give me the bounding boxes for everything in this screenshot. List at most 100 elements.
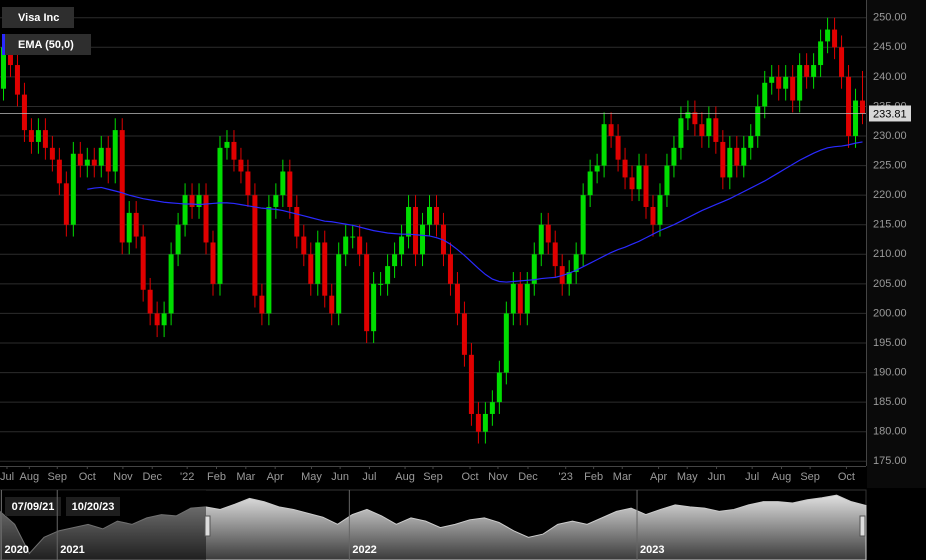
candle-body [385,266,391,284]
last-price-box [869,105,911,122]
candle-body [517,283,523,314]
y-tick-label: 180.00 [873,426,907,438]
candle-body [587,171,593,196]
candle-body [245,171,251,196]
candle-body [140,236,146,290]
candle-body [357,236,363,255]
legend-entry: EMA (50,0) [18,39,74,51]
legend-swatch [2,34,5,55]
candle-body [797,65,803,101]
x-tick-label: Jul [362,471,376,483]
x-tick-label: Aug [20,471,40,483]
navigator-handle[interactable] [204,515,211,537]
candle-body [552,242,558,267]
candle-body [252,195,258,296]
candle-body [489,402,495,414]
candle-body [853,100,859,137]
y-tick-label: 250.00 [873,12,907,24]
candle-body [615,136,621,160]
candle-body [699,124,705,137]
candle-body [741,147,747,166]
navigator-handle[interactable] [859,515,866,537]
candle-body [650,206,656,225]
navigator-overlay: 07/09/21 10/20/23 2020 2021 2022 2023 [0,490,665,560]
x-tick-label: Nov [488,471,508,483]
y-tick-label: 245.00 [873,41,907,53]
candle-body [762,82,768,107]
legend-entry: Visa Inc [18,12,59,24]
x-tick-label: '23 [559,471,573,483]
candle-body [231,141,237,160]
y-tick-label: 185.00 [873,396,907,408]
candle-body [364,254,370,332]
x-tick-label: Jul [745,471,759,483]
candle-body [84,159,90,166]
candle-body [98,147,104,166]
candle-body [671,147,677,166]
candle-body [49,147,55,160]
candle-body [189,195,195,207]
candle-body [21,94,27,131]
y-tick-label: 210.00 [873,248,907,260]
candle-body [406,206,412,237]
x-tick-label: Sep [47,471,67,483]
candle-body [203,195,209,243]
candle-body [350,236,356,238]
price-axis-panel [867,0,926,488]
x-tick-label: Jun [331,471,349,483]
candle-body [468,354,474,414]
last-price-label: 233.81 [873,108,907,120]
candle-body [0,47,6,89]
candle-body [224,141,230,148]
x-tick-label: Oct [461,471,478,483]
y-tick-label: 200.00 [873,307,907,319]
candle-body [35,130,41,142]
x-tick-label: Oct [79,471,96,483]
range-start-label: 07/09/21 [12,501,55,513]
candle-body [510,283,516,314]
candle-body [860,100,866,114]
range-label-box [66,497,120,516]
candle-body [433,206,439,225]
x-tick-label: Nov [113,471,133,483]
candle-body [315,242,321,284]
candle-body [825,29,831,42]
navigator[interactable] [0,489,867,560]
candle-body [580,195,586,255]
candle-body [287,171,293,207]
candle-body [119,130,125,243]
candle-body [685,112,691,119]
candle-body [42,130,48,148]
x-tick-label: May [677,471,698,483]
x-tick-label: Apr [650,471,667,483]
range-label-box [5,497,61,516]
candle-body [182,195,188,225]
candle-body [28,130,34,142]
candle-body [755,106,761,137]
x-tick-label: Feb [584,471,603,483]
candle-body [657,195,663,225]
candle-body [322,242,328,296]
y-tick-label: 215.00 [873,219,907,231]
x-tick-label: Mar [613,471,632,483]
candle-body [454,283,460,314]
candle-body [734,147,740,166]
y-tick-label: 205.00 [873,278,907,290]
candle-body [154,313,160,326]
plot [0,17,866,444]
candle-body [496,372,502,403]
x-tick-label: Sep [800,471,820,483]
candle-body [608,124,614,137]
x-tick-label: Jul [0,471,14,483]
candle-body [420,224,426,255]
candle-body [482,413,488,432]
x-tick-label: Aug [395,471,415,483]
candle-body [14,65,20,95]
x-tick-label: Oct [838,471,855,483]
x-tick-label: Dec [518,471,538,483]
candle-body [748,136,754,148]
candle-body [664,165,670,196]
candle-body [629,177,635,190]
candle-body [399,236,405,255]
x-tick-label: '22 [180,471,194,483]
